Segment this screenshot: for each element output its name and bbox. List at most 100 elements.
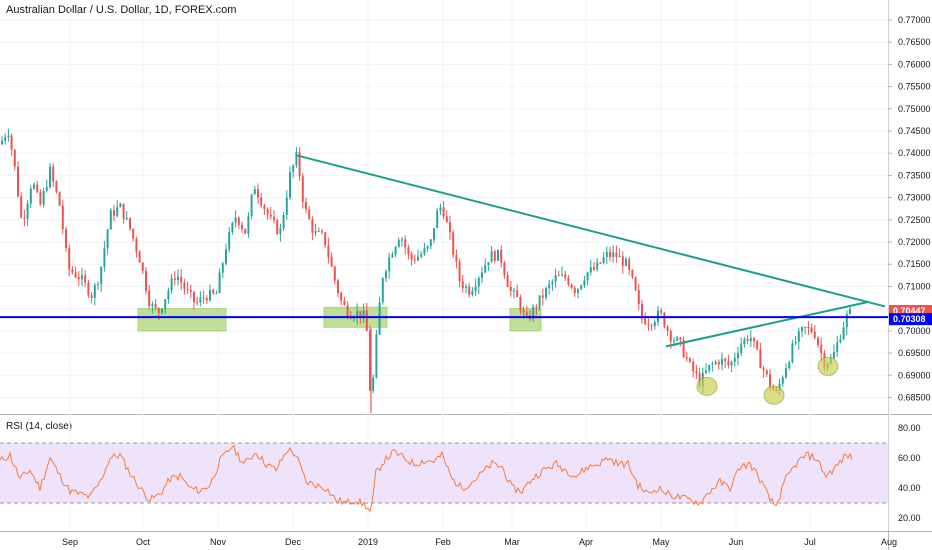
candle-body (682, 339, 685, 357)
candle-body (474, 286, 477, 292)
candle-body (573, 287, 576, 293)
candle-body (522, 310, 525, 313)
candle-body (234, 217, 237, 223)
candle-body (420, 254, 423, 257)
price-tick-label: 0.69500 (898, 348, 931, 358)
hline-price-value: 0.70308 (893, 314, 926, 324)
candle-body (477, 278, 480, 287)
candle-body (378, 302, 381, 335)
candle-body (321, 231, 323, 233)
candle-body (465, 286, 467, 289)
candle-body (433, 228, 435, 240)
candle-body (737, 353, 739, 359)
candle-body (605, 252, 608, 258)
candle-body (442, 207, 445, 217)
candle-body (417, 256, 419, 261)
candle-body (391, 254, 394, 258)
candle-body (397, 240, 400, 247)
candles (1, 128, 851, 413)
candle-body (116, 207, 119, 216)
candle-body (561, 274, 563, 276)
candle-body (372, 377, 375, 391)
price-tick-label: 0.72500 (898, 215, 931, 225)
candle-body (205, 298, 208, 301)
candle-body (525, 312, 528, 316)
axes: 0.77000 0.76500 0.76000 0.75500 0.75000 0.745… (62, 15, 932, 547)
candle-body (13, 149, 16, 167)
candle-body (567, 277, 570, 285)
price-tick-label: 0.75500 (898, 82, 931, 92)
candle-body (449, 222, 451, 233)
candle-body (468, 286, 471, 295)
candle-body (634, 277, 637, 291)
candle-body (241, 224, 243, 229)
time-tick-label: Dec (285, 537, 302, 547)
price-tick-label: 0.76500 (898, 37, 931, 47)
candle-body (484, 265, 487, 273)
candle-body (583, 280, 586, 286)
candle-body (602, 257, 605, 263)
candle-body (423, 248, 426, 255)
price-tick-label: 0.70000 (898, 326, 931, 336)
candle-body (666, 327, 669, 332)
candle-body (343, 300, 346, 306)
candle-body (375, 334, 378, 378)
candle-body (711, 363, 714, 365)
candle-body (231, 222, 234, 232)
price-tick-label: 0.71000 (898, 281, 931, 291)
candle-body (49, 166, 51, 188)
candle-body (599, 262, 602, 264)
candle-body (1, 140, 3, 145)
candle-body (641, 303, 643, 319)
candle-body (644, 318, 647, 325)
candle-body (797, 331, 800, 342)
candle-body (20, 196, 23, 218)
candle-body (263, 205, 266, 210)
candle-body (122, 203, 125, 220)
candle-body (545, 287, 547, 298)
candle-body (237, 217, 240, 225)
candle-body (762, 368, 765, 371)
candle-body (513, 290, 515, 292)
candle-body (295, 152, 298, 166)
candle-body (801, 327, 803, 332)
candle-body (81, 275, 83, 280)
candle-body (113, 210, 115, 216)
candle-body (52, 166, 55, 182)
candle-body (33, 184, 35, 189)
drawings (0, 154, 888, 405)
candle-body (324, 232, 327, 246)
candle-body (308, 209, 311, 220)
price-tick-label: 0.73500 (898, 170, 931, 180)
candle-body (516, 290, 519, 298)
price-tick-label: 0.71500 (898, 259, 931, 269)
candle-body (746, 338, 749, 342)
rsi-plot (0, 444, 853, 513)
time-tick-label: Mar (504, 537, 520, 547)
candle-body (164, 299, 167, 309)
candle-body (689, 358, 691, 362)
candle-body (61, 205, 64, 230)
candle-body (615, 252, 618, 257)
candle-body (218, 272, 221, 294)
candle-body (45, 187, 48, 191)
candle-body (845, 314, 848, 328)
candle-body (314, 231, 317, 233)
candle-body (394, 246, 397, 255)
candle-body (833, 352, 835, 359)
candle-body (93, 284, 96, 298)
candle-body (68, 248, 71, 270)
candle-body (266, 209, 269, 215)
candle-body (42, 190, 45, 205)
candle-body (337, 280, 339, 293)
support-zones (137, 306, 542, 332)
candle-body (26, 203, 29, 219)
candle-body (356, 311, 359, 318)
candle-body (839, 339, 842, 343)
candle-body (129, 217, 131, 229)
candle-body (7, 135, 10, 138)
candle-body (186, 288, 189, 290)
candle-body (717, 361, 720, 365)
candle-body (756, 341, 759, 350)
